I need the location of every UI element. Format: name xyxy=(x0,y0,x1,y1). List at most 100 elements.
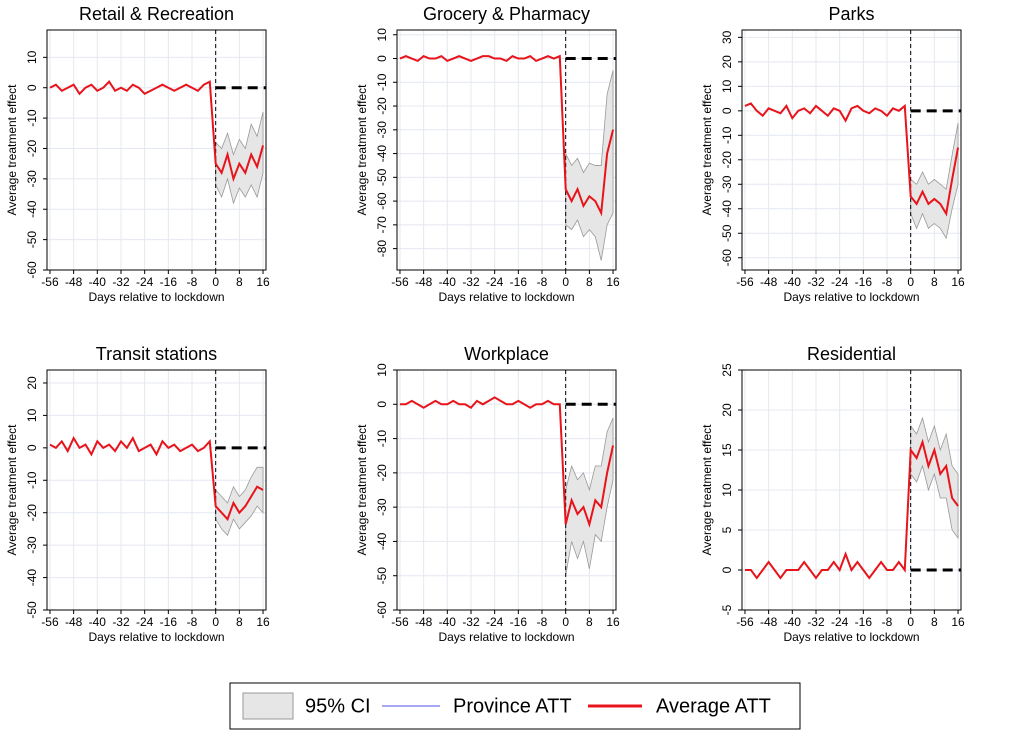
x-axis-label: Days relative to lockdown xyxy=(88,630,224,644)
x-tick-label: -48 xyxy=(65,615,83,629)
x-tick-label: -32 xyxy=(462,275,480,289)
x-tick-label: -40 xyxy=(89,275,107,289)
x-tick-label: -56 xyxy=(391,615,409,629)
y-tick-label: -10 xyxy=(25,109,39,127)
y-tick-label: 15 xyxy=(720,443,734,457)
x-tick-label: 8 xyxy=(931,615,938,629)
average-att-line xyxy=(49,80,265,183)
x-tick-label: -56 xyxy=(391,275,409,289)
x-tick-label: -48 xyxy=(65,275,83,289)
x-tick-label: -32 xyxy=(112,275,130,289)
y-tick-label: -50 xyxy=(375,567,389,585)
y-tick-label: -30 xyxy=(25,536,39,554)
y-tick-label: 25 xyxy=(720,363,734,377)
ci-band xyxy=(910,416,959,540)
legend-swatch xyxy=(242,692,294,720)
x-tick-label: -48 xyxy=(415,275,433,289)
y-tick-label: 10 xyxy=(25,408,39,422)
y-tick-label: 10 xyxy=(720,483,734,497)
x-tick-label: -16 xyxy=(510,615,528,629)
legend-label: 95% CI xyxy=(305,695,371,717)
x-tick-label: -48 xyxy=(760,275,778,289)
x-tick-label: 0 xyxy=(212,615,219,629)
x-tick-label: 8 xyxy=(236,615,243,629)
x-tick-label: -40 xyxy=(439,615,457,629)
x-tick-label: -32 xyxy=(462,615,480,629)
x-tick-label: 16 xyxy=(606,275,620,289)
y-tick-label: -50 xyxy=(25,601,39,619)
x-tick-label: -24 xyxy=(831,275,849,289)
x-tick-label: 8 xyxy=(586,275,593,289)
y-tick-label: -10 xyxy=(720,126,734,144)
y-tick-label: -20 xyxy=(25,139,39,157)
x-tick-label: 16 xyxy=(256,275,270,289)
y-axis-label: Average treatment effect xyxy=(5,84,19,216)
y-tick-label: 0 xyxy=(375,55,389,62)
y-tick-label: -30 xyxy=(720,175,734,193)
y-tick-label: -70 xyxy=(375,216,389,234)
x-tick-label: 16 xyxy=(951,275,965,289)
legend-label: Average ATT xyxy=(656,695,771,717)
x-tick-label: 8 xyxy=(931,275,938,289)
x-tick-label: -40 xyxy=(784,275,802,289)
x-tick-label: 0 xyxy=(212,275,219,289)
y-tick-label: -60 xyxy=(375,601,389,619)
y-tick-label: -20 xyxy=(25,504,39,522)
x-tick-label: 16 xyxy=(951,615,965,629)
x-tick-label: -40 xyxy=(439,275,457,289)
x-tick-label: 0 xyxy=(907,275,914,289)
x-tick-label: 16 xyxy=(606,615,620,629)
x-tick-label: -16 xyxy=(855,275,873,289)
y-tick-label: -10 xyxy=(375,430,389,448)
x-tick-label: -40 xyxy=(784,615,802,629)
chart-title: Parks xyxy=(828,4,874,24)
x-axis-label: Days relative to lockdown xyxy=(783,630,919,644)
x-tick-label: -48 xyxy=(415,615,433,629)
x-tick-label: -40 xyxy=(89,615,107,629)
ci-band xyxy=(565,417,614,576)
x-tick-label: -32 xyxy=(112,615,130,629)
x-tick-label: -8 xyxy=(537,275,548,289)
x-tick-label: -48 xyxy=(760,615,778,629)
x-tick-label: -8 xyxy=(187,275,198,289)
y-tick-label: -40 xyxy=(720,200,734,218)
y-tick-label: 10 xyxy=(375,363,389,377)
x-tick-label: 16 xyxy=(256,615,270,629)
y-tick-label: -60 xyxy=(25,261,39,279)
chart-title: Residential xyxy=(807,344,896,364)
y-tick-label: 0 xyxy=(720,107,734,114)
y-tick-label: -50 xyxy=(375,168,389,186)
y-tick-label: -40 xyxy=(25,200,39,218)
x-tick-label: -8 xyxy=(882,615,893,629)
chart-title: Grocery & Pharmacy xyxy=(423,4,590,24)
y-axis-label: Average treatment effect xyxy=(700,84,714,216)
y-tick-label: 20 xyxy=(720,55,734,69)
x-tick-label: -56 xyxy=(736,275,754,289)
y-tick-label: 30 xyxy=(720,30,734,44)
x-tick-label: -24 xyxy=(486,275,504,289)
plot-frame xyxy=(741,29,962,271)
y-tick-label: 20 xyxy=(25,376,39,390)
plot-frame xyxy=(396,369,617,611)
x-tick-label: -16 xyxy=(510,275,528,289)
plot xyxy=(47,30,266,270)
y-axis-label: Average treatment effect xyxy=(700,424,714,556)
y-tick-label: -5 xyxy=(720,604,734,615)
x-tick-label: -8 xyxy=(187,615,198,629)
average-att-line xyxy=(49,435,264,522)
x-tick-label: 0 xyxy=(907,615,914,629)
average-att-line xyxy=(744,102,960,217)
plot xyxy=(397,370,616,610)
x-tick-label: -24 xyxy=(136,275,154,289)
y-tick-label: 20 xyxy=(720,403,734,417)
plot xyxy=(397,30,616,270)
x-tick-label: -24 xyxy=(136,615,154,629)
y-tick-label: -80 xyxy=(375,240,389,258)
plot-frame xyxy=(46,29,267,271)
average-att-line xyxy=(399,54,615,217)
ci-band xyxy=(215,111,264,205)
x-tick-label: 0 xyxy=(562,615,569,629)
plot xyxy=(742,30,961,270)
y-tick-label: -30 xyxy=(375,121,389,139)
plot-frame xyxy=(46,369,267,611)
